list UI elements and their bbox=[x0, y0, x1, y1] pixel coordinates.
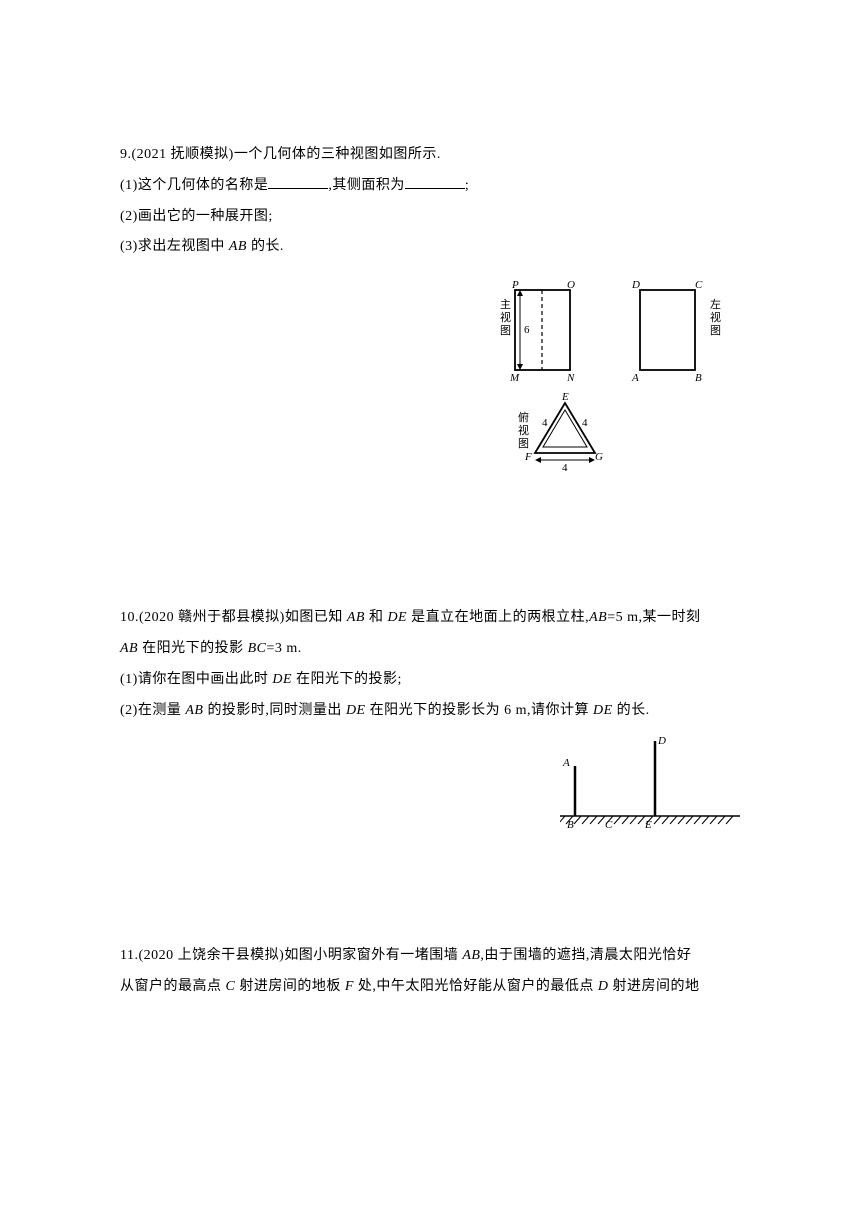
var-bc: BC bbox=[248, 641, 267, 656]
text: 在阳光下的投影长为 6 m,请你计算 bbox=[366, 703, 593, 718]
var-ab: AB bbox=[462, 948, 480, 963]
label-a: A bbox=[562, 757, 570, 769]
label-m: M bbox=[509, 372, 520, 384]
problem-number: 11. bbox=[120, 948, 138, 963]
label-n: N bbox=[566, 372, 575, 384]
svg-text:图: 图 bbox=[518, 437, 529, 450]
var-ab: AB bbox=[347, 610, 365, 625]
label-b: B bbox=[695, 372, 702, 384]
text: 射进房间的地 bbox=[609, 979, 700, 994]
text: =5 m, bbox=[607, 610, 642, 625]
problem-9-line-1: 9.(2021 抚顺模拟)一个几何体的三种视图如图所示. bbox=[120, 140, 740, 171]
label-g: G bbox=[595, 451, 603, 463]
text: 某一时刻 bbox=[643, 610, 701, 625]
label-p: P bbox=[511, 279, 519, 291]
label-e: E bbox=[561, 391, 569, 403]
text: (2)在测量 bbox=[120, 703, 185, 718]
svg-text:视: 视 bbox=[710, 310, 721, 324]
problem-10-line-2: AB 在阳光下的投影 BC=3 m. bbox=[120, 634, 740, 665]
text: ,由于围墙的遮挡,清晨太阳光恰好 bbox=[480, 948, 691, 963]
label-d: D bbox=[657, 736, 666, 747]
text: (1)这个几何体的名称是 bbox=[120, 178, 268, 193]
problem-intro: 一个几何体的三种视图如图所示. bbox=[234, 147, 441, 162]
problem-9-part-1: (1)这个几何体的名称是 ,其侧面积为; bbox=[120, 171, 740, 202]
var-ab: AB bbox=[229, 239, 247, 254]
text: 在阳光下的投影 bbox=[138, 641, 248, 656]
text: ,其侧面积为 bbox=[328, 178, 405, 193]
var-de: DE bbox=[387, 610, 407, 625]
var-d: D bbox=[598, 979, 609, 994]
left-view-label: 左 bbox=[710, 298, 721, 311]
label-o: O bbox=[567, 279, 575, 291]
problem-9-figure: P O M N 6 主 视 图 D C A B 左 视 bbox=[120, 273, 740, 483]
problem-10-part-2: (2)在测量 AB 的投影时,同时测量出 DE 在阳光下的投影长为 6 m,请你… bbox=[120, 696, 740, 727]
shadow-diagram: A B C D E bbox=[560, 736, 740, 831]
problem-source: (2020 赣州于都县模拟) bbox=[139, 610, 285, 625]
problem-number: 9. bbox=[120, 147, 132, 162]
problem-number: 10. bbox=[120, 610, 139, 625]
problem-9-part-3: (3)求出左视图中 AB 的长. bbox=[120, 232, 740, 263]
label-a: A bbox=[631, 372, 639, 384]
svg-text:视: 视 bbox=[500, 310, 511, 324]
svg-text:视: 视 bbox=[518, 423, 529, 437]
svg-text:图: 图 bbox=[500, 324, 511, 337]
blank-area bbox=[405, 175, 465, 189]
problem-10-line-1: 10.(2020 赣州于都县模拟)如图已知 AB 和 DE 是直立在地面上的两根… bbox=[120, 603, 740, 634]
problem-11-line-2: 从窗户的最高点 C 射进房间的地板 F 处,中午太阳光恰好能从窗户的最低点 D … bbox=[120, 972, 740, 1003]
svg-text:图: 图 bbox=[710, 324, 721, 337]
top-view-label: 俯 bbox=[518, 410, 529, 424]
problem-11: 11.(2020 上饶余干县模拟)如图小明家窗外有一堵围墙 AB,由于围墙的遮挡… bbox=[120, 941, 740, 1003]
var-de: DE bbox=[272, 672, 292, 687]
text: 处,中午太阳光恰好能从窗户的最低点 bbox=[354, 979, 598, 994]
var-ab: AB bbox=[185, 703, 203, 718]
label-4-right: 4 bbox=[582, 417, 588, 429]
text: 如图已知 bbox=[285, 610, 347, 625]
label-c: C bbox=[695, 279, 703, 291]
label-e: E bbox=[644, 819, 652, 831]
problem-source: (2021 抚顺模拟) bbox=[132, 147, 234, 162]
label-f: F bbox=[524, 451, 532, 463]
text: 是直立在地面上的两根立柱, bbox=[407, 610, 589, 625]
problem-9-part-2: (2)画出它的一种展开图; bbox=[120, 202, 740, 233]
text: (1)请你在图中画出此时 bbox=[120, 672, 272, 687]
var-c: C bbox=[226, 979, 236, 994]
text: (3)求出左视图中 bbox=[120, 239, 229, 254]
label-6: 6 bbox=[524, 324, 530, 336]
problem-9: 9.(2021 抚顺模拟)一个几何体的三种视图如图所示. (1)这个几何体的名称… bbox=[120, 140, 740, 483]
front-view-label: 主 bbox=[500, 298, 511, 311]
problem-10: 10.(2020 赣州于都县模拟)如图已知 AB 和 DE 是直立在地面上的两根… bbox=[120, 603, 740, 831]
text: 的投影时,同时测量出 bbox=[203, 703, 346, 718]
text: ; bbox=[465, 178, 469, 193]
text: 的长. bbox=[613, 703, 650, 718]
text: 从窗户的最高点 bbox=[120, 979, 226, 994]
three-views-diagram: P O M N 6 主 视 图 D C A B 左 视 bbox=[480, 273, 740, 483]
var-de: DE bbox=[593, 703, 613, 718]
text: =3 m. bbox=[267, 641, 302, 656]
text: 射进房间的地板 bbox=[235, 979, 345, 994]
label-b: B bbox=[567, 819, 574, 831]
problem-10-figure: A B C D E bbox=[120, 736, 740, 831]
label-4-bottom: 4 bbox=[562, 462, 568, 474]
problem-source: (2020 上饶余干县模拟) bbox=[138, 948, 284, 963]
var-de: DE bbox=[346, 703, 366, 718]
label-4-left: 4 bbox=[542, 417, 548, 429]
text: 的长. bbox=[247, 239, 284, 254]
text: 在阳光下的投影; bbox=[292, 672, 402, 687]
label-d: D bbox=[631, 279, 640, 291]
problem-11-line-1: 11.(2020 上饶余干县模拟)如图小明家窗外有一堵围墙 AB,由于围墙的遮挡… bbox=[120, 941, 740, 972]
label-c: C bbox=[605, 819, 613, 831]
blank-name bbox=[268, 175, 328, 189]
text: 如图小明家窗外有一堵围墙 bbox=[284, 948, 462, 963]
problem-10-part-1: (1)请你在图中画出此时 DE 在阳光下的投影; bbox=[120, 665, 740, 696]
var-ab: AB bbox=[589, 610, 607, 625]
text: 和 bbox=[365, 610, 388, 625]
var-f: F bbox=[345, 979, 354, 994]
var-ab: AB bbox=[120, 641, 138, 656]
